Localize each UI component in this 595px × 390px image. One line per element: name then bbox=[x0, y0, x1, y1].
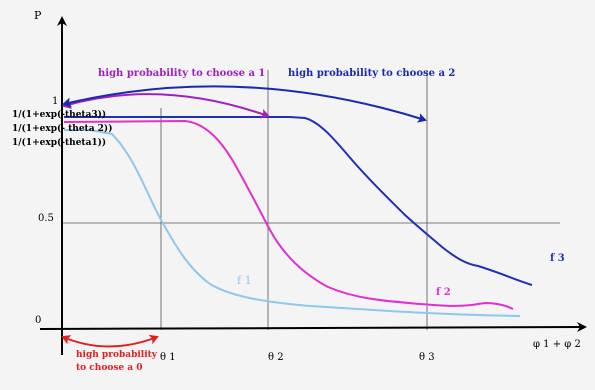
y-tick-0: 0 bbox=[35, 315, 41, 326]
theta2-label: θ 2 bbox=[268, 352, 284, 363]
arrow-choose-a2 bbox=[62, 85, 427, 123]
arrow-choose-a0 bbox=[61, 334, 159, 348]
x-axis-label: φ 1 + φ 2 bbox=[533, 339, 581, 350]
curve-f1 bbox=[64, 129, 521, 317]
annotation-choose-a0-line2: to choose a 0 bbox=[76, 363, 142, 373]
annotation-choose-a1: high probability to choose a 1 bbox=[98, 68, 265, 79]
curve-label-f3: f 3 bbox=[550, 253, 565, 264]
annotation-choose-a2: high probability to choose a 2 bbox=[288, 68, 455, 79]
curve-f2 bbox=[63, 119, 514, 310]
curve-label-f1: f 1 bbox=[237, 274, 252, 287]
label-theta2-value: 1/(1+exp(- theta 2)) bbox=[12, 123, 112, 134]
y-tick-half: 0.5 bbox=[38, 213, 54, 224]
y-tick-1: 1 bbox=[52, 96, 58, 107]
label-theta1-value: 1/(1+exp(-theta1)) bbox=[12, 137, 106, 148]
theta1-label: θ 1 bbox=[160, 352, 176, 363]
curve-label-f2: f 2 bbox=[436, 287, 451, 298]
annotation-choose-a0-line1: high probability bbox=[76, 350, 158, 360]
y-axis-label: P bbox=[34, 9, 42, 22]
theta3-label: θ 3 bbox=[419, 352, 435, 363]
curve-f3 bbox=[64, 116, 533, 286]
x-axis bbox=[39, 322, 587, 333]
label-theta3-value: 1/(1+exp(-theta3)) bbox=[12, 109, 106, 120]
